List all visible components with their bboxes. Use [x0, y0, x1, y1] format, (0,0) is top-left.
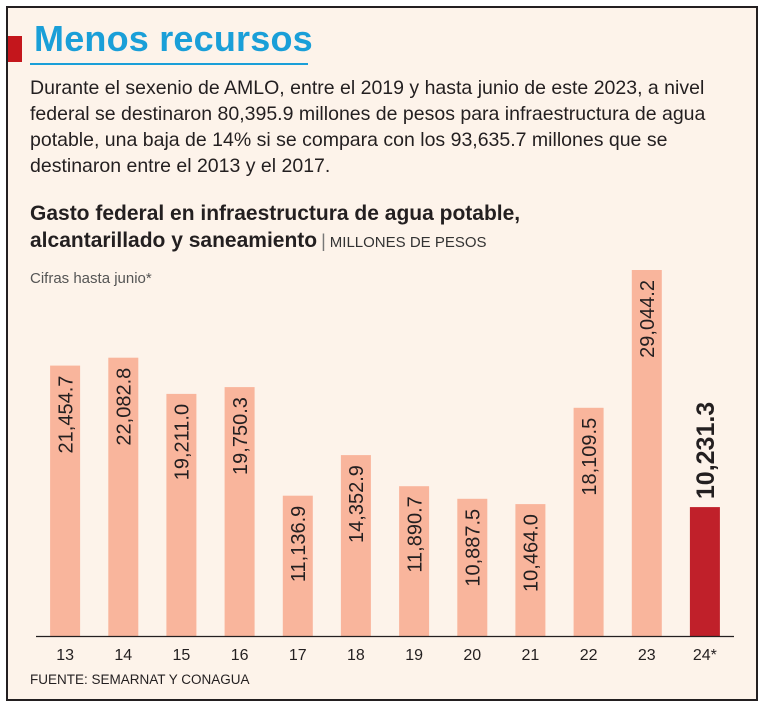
x-tick-label: 15 — [173, 647, 191, 664]
bar-16 — [224, 387, 255, 636]
bar-22 — [573, 407, 604, 636]
bar-23 — [631, 270, 662, 636]
bar-14 — [108, 357, 139, 636]
headline-underline — [30, 63, 308, 65]
bar-value-label: 19,211.0 — [172, 404, 194, 480]
bar-value-label: 10,887.5 — [462, 509, 484, 587]
chart-title-line2: alcantarillado y saneamiento — [30, 229, 318, 252]
bar-20 — [457, 498, 488, 636]
x-tick-label: 23 — [638, 647, 656, 664]
bar-value-label: 10,231.3 — [692, 402, 720, 499]
bar-value-label: 14,352.9 — [346, 465, 368, 543]
bar-15 — [166, 393, 197, 636]
x-tick-label: 24* — [693, 647, 717, 664]
bar-value-label: 11,890.7 — [404, 496, 426, 572]
bar-21 — [515, 504, 546, 636]
headline: Menos recursos — [34, 18, 313, 59]
bar-value-label: 18,109.5 — [579, 418, 601, 496]
bar-value-label: 21,454.7 — [55, 376, 77, 454]
x-tick-label: 18 — [347, 647, 365, 664]
x-tick-label: 20 — [463, 647, 481, 664]
chart-units: MILLONES DE PESOS — [329, 234, 487, 251]
bar-value-label: 29,044.2 — [637, 280, 659, 358]
accent-marker — [8, 36, 22, 62]
bar-18 — [340, 455, 371, 636]
x-tick-label: 22 — [580, 647, 598, 664]
bar-24 — [689, 507, 720, 636]
bar-value-label: 11,136.9 — [288, 506, 310, 582]
x-tick-label: 13 — [56, 647, 74, 664]
bar-17 — [282, 495, 313, 636]
x-tick-label: 21 — [522, 647, 540, 664]
x-tick-label: 16 — [231, 647, 249, 664]
bar-13 — [50, 365, 81, 636]
source-note: FUENTE: SEMARNAT Y CONAGUA — [30, 672, 250, 687]
chart-title-line1: Gasto federal en infraestructura de agua… — [30, 202, 521, 225]
x-tick-label: 19 — [405, 647, 423, 664]
bar-value-label: 19,750.3 — [230, 397, 252, 475]
x-tick-label: 17 — [289, 647, 307, 664]
intro-paragraph: Durante el sexenio de AMLO, entre el 201… — [30, 77, 706, 177]
chart-title: Gasto federal en infraestructura de agua… — [30, 200, 730, 256]
bar-value-label: 22,082.8 — [113, 368, 135, 446]
chart-note: Cifras hasta junio* — [30, 270, 152, 287]
x-tick-label: 14 — [114, 647, 132, 664]
bar-19 — [399, 486, 430, 636]
title-separator: | — [321, 231, 326, 251]
bar-value-label: 10,464.0 — [521, 514, 543, 592]
